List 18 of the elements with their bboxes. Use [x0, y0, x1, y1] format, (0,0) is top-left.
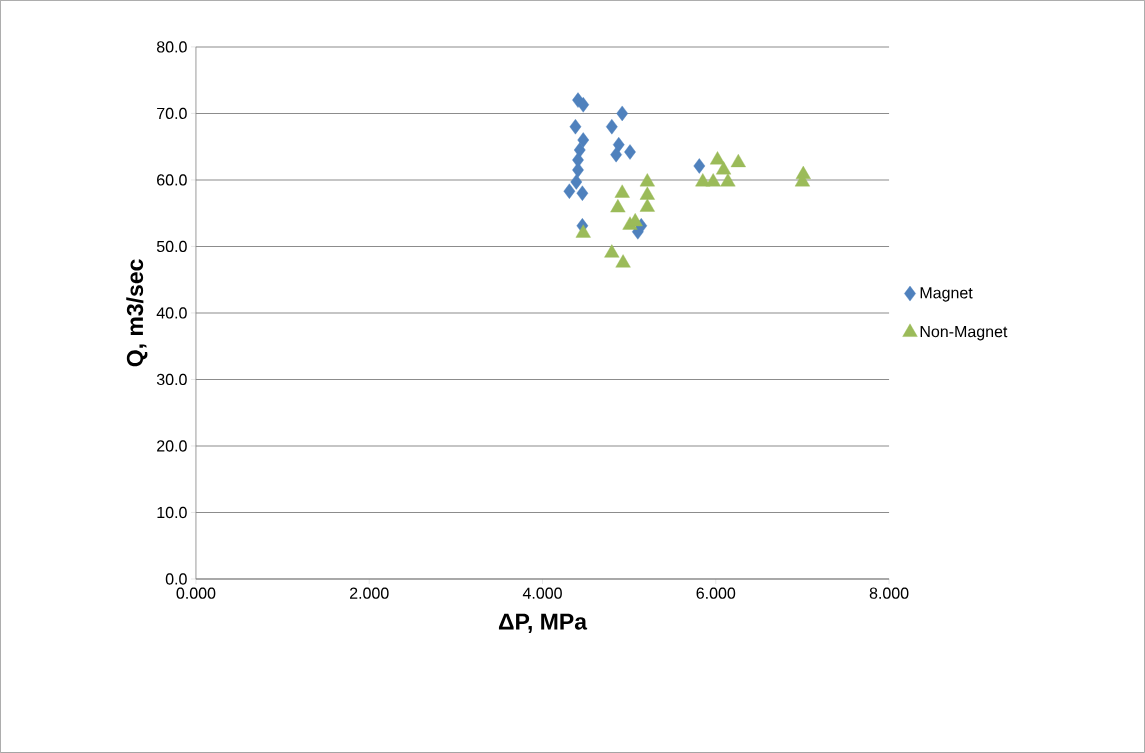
y-tick-label: 30.0 — [156, 373, 187, 386]
y-tick-label: 10.0 — [157, 506, 187, 519]
y-tick-label: 70.0 — [157, 107, 187, 120]
x-tick-label: 6.000 — [696, 587, 736, 599]
x-axis-title: ΔP, MPa — [498, 613, 588, 634]
y-tick-label: 20.0 — [157, 440, 187, 452]
y-tick-label: 40.0 — [156, 307, 187, 319]
x-tick-label: 0.000 — [176, 587, 216, 599]
legend-label: Non-Magnet — [920, 326, 1008, 341]
x-tick-label: 4.000 — [522, 587, 562, 599]
x-tick-label: 2.000 — [350, 587, 389, 599]
legend-label: Magnet — [920, 287, 973, 302]
x-tick-label: 8.000 — [869, 587, 909, 599]
y-tick-label: 0.0 — [165, 573, 187, 585]
y-tick-label: 60.0 — [157, 174, 187, 186]
y-tick-label: 80.0 — [156, 41, 187, 53]
y-tick-label: 50.0 — [156, 240, 187, 253]
y-axis-title: Q, m3/sec — [126, 259, 148, 367]
